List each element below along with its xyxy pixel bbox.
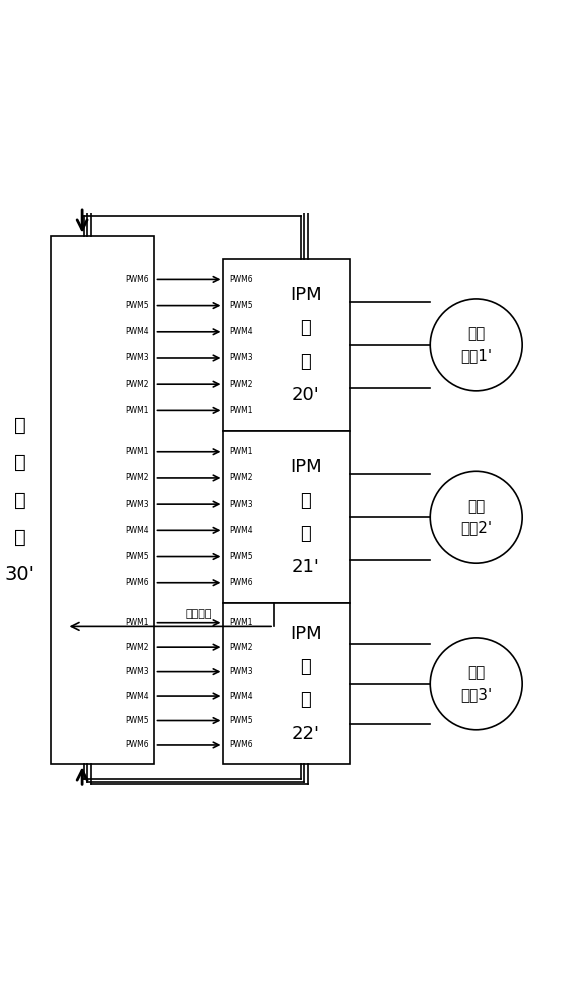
Text: PWM5: PWM5	[229, 716, 253, 725]
Text: 30': 30'	[5, 565, 34, 584]
Text: 块: 块	[300, 691, 311, 709]
Text: PWM3: PWM3	[229, 353, 253, 362]
Text: PWM2: PWM2	[229, 473, 253, 482]
Text: 电机3': 电机3'	[460, 687, 492, 702]
Text: PWM2: PWM2	[229, 643, 253, 652]
Text: PWM6: PWM6	[229, 740, 253, 749]
Text: 22': 22'	[292, 725, 320, 743]
Text: PWM3: PWM3	[125, 500, 149, 509]
Text: PWM5: PWM5	[229, 301, 253, 310]
Text: 电机1': 电机1'	[460, 348, 492, 363]
Circle shape	[431, 638, 522, 730]
Bar	[224, 431, 350, 603]
Text: 控: 控	[13, 453, 26, 472]
Text: 模: 模	[300, 492, 311, 510]
Text: 直流: 直流	[467, 326, 485, 341]
Text: PWM4: PWM4	[229, 327, 253, 336]
Text: PWM2: PWM2	[125, 380, 149, 389]
Text: PWM5: PWM5	[125, 552, 149, 561]
Text: PWM4: PWM4	[229, 526, 253, 535]
Text: 直流: 直流	[467, 665, 485, 680]
Text: 20': 20'	[292, 386, 320, 404]
Text: PWM3: PWM3	[229, 667, 253, 676]
Text: PWM5: PWM5	[125, 716, 149, 725]
Text: PWM1: PWM1	[229, 447, 253, 456]
Text: 块: 块	[300, 525, 311, 543]
Bar	[51, 236, 155, 764]
Text: PWM1: PWM1	[125, 447, 149, 456]
Text: PWM6: PWM6	[125, 740, 149, 749]
Text: PWM2: PWM2	[125, 643, 149, 652]
Text: 块: 块	[300, 353, 311, 371]
Text: PWM1: PWM1	[125, 406, 149, 415]
Text: 块: 块	[13, 528, 26, 547]
Circle shape	[431, 299, 522, 391]
Text: PWM3: PWM3	[229, 500, 253, 509]
Text: IPM: IPM	[290, 458, 321, 476]
Text: PWM3: PWM3	[125, 353, 149, 362]
Text: PWM6: PWM6	[229, 578, 253, 587]
Text: IPM: IPM	[290, 625, 321, 643]
Text: 模: 模	[13, 490, 26, 510]
Text: 直流: 直流	[467, 499, 485, 514]
Text: PWM1: PWM1	[229, 618, 253, 627]
Text: PWM2: PWM2	[229, 380, 253, 389]
Bar	[224, 259, 350, 431]
Text: PWM2: PWM2	[125, 473, 149, 482]
Text: 模: 模	[300, 658, 311, 676]
Text: 模: 模	[300, 319, 311, 337]
Text: 电流反馈: 电流反馈	[186, 609, 212, 619]
Text: PWM6: PWM6	[125, 275, 149, 284]
Bar	[224, 603, 350, 764]
Text: PWM1: PWM1	[125, 618, 149, 627]
Text: 电机2': 电机2'	[460, 521, 492, 536]
Text: 21': 21'	[292, 558, 320, 576]
Text: 主: 主	[13, 416, 26, 435]
Text: PWM4: PWM4	[229, 692, 253, 701]
Text: PWM3: PWM3	[125, 667, 149, 676]
Text: PWM6: PWM6	[229, 275, 253, 284]
Text: PWM4: PWM4	[125, 526, 149, 535]
Text: PWM5: PWM5	[125, 301, 149, 310]
Text: PWM1: PWM1	[229, 406, 253, 415]
Text: IPM: IPM	[290, 286, 321, 304]
Text: PWM6: PWM6	[125, 578, 149, 587]
Circle shape	[431, 471, 522, 563]
Text: PWM5: PWM5	[229, 552, 253, 561]
Text: PWM4: PWM4	[125, 327, 149, 336]
Text: PWM4: PWM4	[125, 692, 149, 701]
